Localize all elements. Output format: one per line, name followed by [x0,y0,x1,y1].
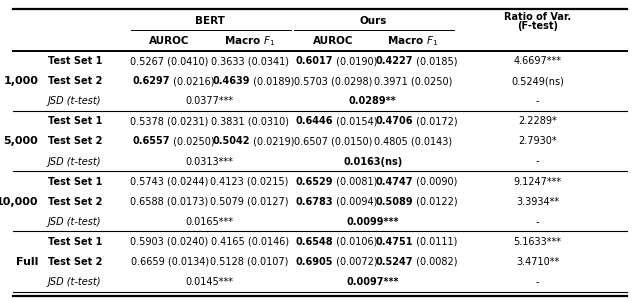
Text: 0.6446: 0.6446 [295,116,333,127]
Text: AUROC: AUROC [149,36,190,46]
Text: 0.4751: 0.4751 [375,237,413,247]
Text: (0.0111): (0.0111) [413,237,457,247]
Text: Full: Full [16,257,38,267]
Text: 0.5247: 0.5247 [375,257,413,267]
Text: 0.4639: 0.4639 [212,76,250,86]
Text: 0.0377***: 0.0377*** [186,96,234,106]
Text: 0.4747: 0.4747 [375,177,413,187]
Text: (0.0219): (0.0219) [250,137,294,146]
Text: 0.6905: 0.6905 [295,257,333,267]
Text: Test Set 1: Test Set 1 [48,56,102,66]
Text: 0.6659 (0.0134): 0.6659 (0.0134) [131,257,209,267]
Text: 0.5079 (0.0127): 0.5079 (0.0127) [211,197,289,207]
Text: 0.5703 (0.0298): 0.5703 (0.0298) [294,76,372,86]
Text: 0.3831 (0.0310): 0.3831 (0.0310) [211,116,289,127]
Text: 0.4123 (0.0215): 0.4123 (0.0215) [211,177,289,187]
Text: 0.5743 (0.0244): 0.5743 (0.0244) [131,177,209,187]
Text: 0.6507 (0.0150): 0.6507 (0.0150) [294,137,372,146]
Text: 10,000: 10,000 [0,197,38,207]
Text: (0.0185): (0.0185) [413,56,458,66]
Text: 0.3633 (0.0341): 0.3633 (0.0341) [211,56,289,66]
Text: (0.0094): (0.0094) [333,197,377,207]
Text: 2.2289*: 2.2289* [518,116,557,127]
Text: (0.0250): (0.0250) [170,137,214,146]
Text: JSD (t-test): JSD (t-test) [48,277,102,287]
Text: JSD (t-test): JSD (t-test) [48,217,102,227]
Text: (0.0190): (0.0190) [333,56,377,66]
Text: 0.5903 (0.0240): 0.5903 (0.0240) [131,237,209,247]
Text: 5.1633***: 5.1633*** [514,237,562,247]
Text: 0.6588 (0.0173): 0.6588 (0.0173) [131,197,209,207]
Text: -: - [536,156,540,166]
Text: 5,000: 5,000 [4,137,38,146]
Text: 3.4710**: 3.4710** [516,257,559,267]
Text: 0.6297: 0.6297 [132,76,170,86]
Text: (0.0189): (0.0189) [250,76,294,86]
Text: 0.3971 (0.0250): 0.3971 (0.0250) [374,76,452,86]
Text: -: - [536,96,540,106]
Text: 0.5089: 0.5089 [375,197,413,207]
Text: -: - [536,217,540,227]
Text: 0.5042: 0.5042 [212,137,250,146]
Text: 0.4165 (0.0146): 0.4165 (0.0146) [211,237,289,247]
Text: (0.0154): (0.0154) [333,116,378,127]
Text: Test Set 1: Test Set 1 [48,237,102,247]
Text: 0.5128 (0.0107): 0.5128 (0.0107) [211,257,289,267]
Text: 0.4706: 0.4706 [375,116,413,127]
Text: 0.0163(ns): 0.0163(ns) [343,156,403,166]
Text: (0.0072): (0.0072) [333,257,378,267]
Text: AUROC: AUROC [312,36,353,46]
Text: 0.0165***: 0.0165*** [186,217,234,227]
Text: (0.0106): (0.0106) [333,237,377,247]
Text: 0.5267 (0.0410): 0.5267 (0.0410) [131,56,209,66]
Text: 0.5249(ns): 0.5249(ns) [511,76,564,86]
Text: (0.0172): (0.0172) [413,116,458,127]
Text: JSD (t-test): JSD (t-test) [48,156,102,166]
Text: Test Set 2: Test Set 2 [48,137,102,146]
Text: 0.6017: 0.6017 [295,56,333,66]
Text: Ours: Ours [359,16,387,26]
Text: 0.0097***: 0.0097*** [346,277,399,287]
Text: -: - [536,277,540,287]
Text: 1,000: 1,000 [4,76,38,86]
Text: 2.7930*: 2.7930* [518,137,557,146]
Text: Macro $F_1$: Macro $F_1$ [387,34,438,48]
Text: 0.5378 (0.0231): 0.5378 (0.0231) [131,116,209,127]
Text: 0.0145***: 0.0145*** [186,277,234,287]
Text: (0.0081): (0.0081) [333,177,377,187]
Text: 0.4227: 0.4227 [375,56,413,66]
Text: (0.0082): (0.0082) [413,257,458,267]
Text: (0.0122): (0.0122) [413,197,458,207]
Text: 0.0289**: 0.0289** [349,96,397,106]
Text: 0.6548: 0.6548 [295,237,333,247]
Text: 0.4805 (0.0143): 0.4805 (0.0143) [374,137,452,146]
Text: Test Set 1: Test Set 1 [48,177,102,187]
Text: (0.0090): (0.0090) [413,177,457,187]
Text: 0.6557: 0.6557 [132,137,170,146]
Text: 0.6529: 0.6529 [295,177,333,187]
Text: 0.0099***: 0.0099*** [346,217,399,227]
Text: 4.6697***: 4.6697*** [514,56,562,66]
Text: (0.0216): (0.0216) [170,76,214,86]
Text: (F-test): (F-test) [517,21,558,31]
Text: Test Set 2: Test Set 2 [48,76,102,86]
Text: Test Set 2: Test Set 2 [48,257,102,267]
Text: Test Set 2: Test Set 2 [48,197,102,207]
Text: Test Set 1: Test Set 1 [48,116,102,127]
Text: 3.3934**: 3.3934** [516,197,559,207]
Text: JSD (t-test): JSD (t-test) [48,96,102,106]
Text: 9.1247***: 9.1247*** [513,177,562,187]
Text: 0.0313***: 0.0313*** [186,156,234,166]
Text: 0.6783: 0.6783 [295,197,333,207]
Text: Macro $F_1$: Macro $F_1$ [224,34,275,48]
Text: BERT: BERT [195,16,225,26]
Text: Ratio of Var.: Ratio of Var. [504,12,571,22]
